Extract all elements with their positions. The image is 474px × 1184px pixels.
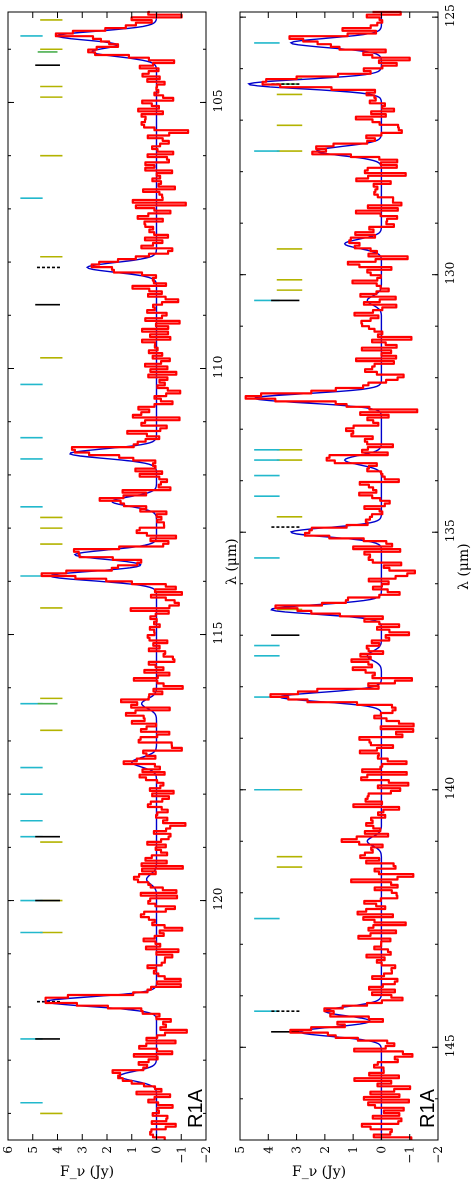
x-axis-label: λ (μm): [224, 538, 240, 585]
x-tick-label: 140: [443, 777, 457, 800]
line-markers: [20, 19, 63, 1115]
panel-label: R1A: [417, 1088, 439, 1128]
y-tick-label: 3: [75, 1146, 89, 1154]
y-tick-label: 5: [26, 1146, 40, 1154]
model-spectrum-line: [247, 12, 383, 1140]
y-tick-label: 4: [261, 1146, 275, 1154]
observed-spectrum-line: [40, 10, 190, 1140]
x-axis-label: λ (μm): [456, 543, 472, 590]
panel-upper-range: 105 110 115 120 −2 −1 0 1 2 3 4 5 6 R1A λ (μm): [1, 10, 240, 1164]
y-tick-label: 1: [125, 1146, 139, 1154]
y-tick-label: 2: [318, 1146, 332, 1154]
y-tick-label: −2: [199, 1146, 213, 1164]
x-tick-label: 110: [211, 356, 225, 379]
y-tick-label: 6: [1, 1146, 15, 1154]
plot-frame: [239, 11, 439, 1141]
y-tick-label: 0: [150, 1146, 164, 1154]
panel-label: R1A: [185, 1088, 207, 1128]
x-tick-label: 115: [211, 622, 225, 645]
observed-spectrum-line: [244, 10, 419, 1140]
y-axis-label: F_ν (Jy): [292, 1164, 346, 1180]
y-tick-label: −1: [403, 1146, 417, 1164]
axis-ticks: 105 110 115 120 −2 −1 0 1 2 3 4 5 6: [1, 12, 225, 1164]
y-tick-label: 5: [233, 1146, 247, 1154]
y-tick-label: 3: [290, 1146, 304, 1154]
x-tick-label: 120: [211, 888, 225, 911]
y-tick-label: −1: [174, 1146, 188, 1164]
x-tick-label: 135: [443, 519, 457, 542]
x-tick-label: 105: [211, 90, 225, 113]
x-tick-label: 145: [443, 1034, 457, 1057]
axis-ticks: 125 130 135 140 145 −2 −1 0 1 2 3 4 5: [233, 4, 457, 1163]
panel-lower-range: 125 130 135 140 145 −2 −1 0 1 2 3 4 5 R1A λ (μm): [233, 4, 472, 1163]
y-tick-label: 0: [374, 1146, 388, 1154]
y-axis-label: F_ν (Jy): [60, 1164, 114, 1180]
y-tick-label: −2: [431, 1146, 445, 1164]
x-tick-label: 125: [443, 4, 457, 27]
y-tick-label: 2: [100, 1146, 114, 1154]
y-tick-label: 1: [346, 1146, 360, 1154]
x-tick-label: 130: [443, 262, 457, 285]
y-tick-label: 4: [51, 1146, 65, 1154]
